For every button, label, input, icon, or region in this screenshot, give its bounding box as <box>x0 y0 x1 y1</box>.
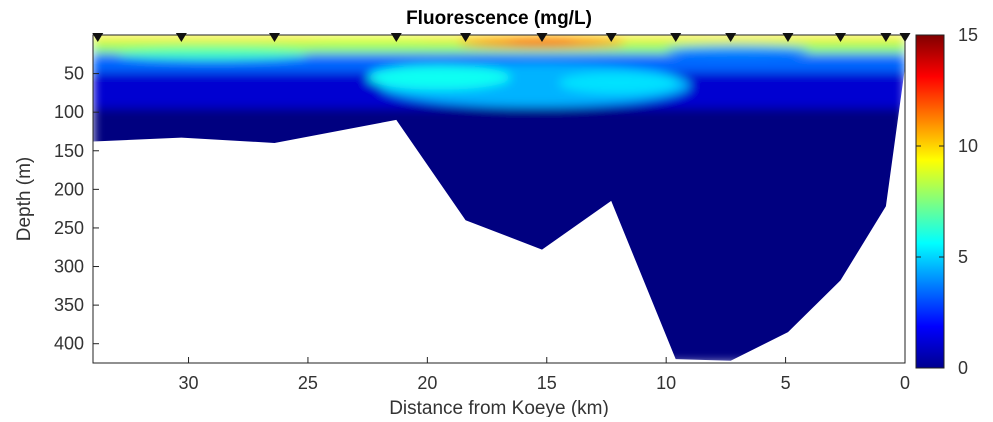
plot-frame <box>92 34 906 364</box>
field-east-patch <box>666 45 810 56</box>
station-marker <box>536 33 548 42</box>
station-markers <box>92 33 911 42</box>
station-marker <box>835 33 847 42</box>
chart-title: Fluorescence (mg/L) <box>406 8 592 29</box>
colorbar: 0 5 10 15 <box>915 25 978 378</box>
field-tongue-east <box>558 72 679 94</box>
station-marker <box>725 33 737 42</box>
station-marker <box>269 33 281 42</box>
field-west-patch <box>116 48 308 60</box>
x-tick-label: 15 <box>537 373 557 393</box>
y-tick-label: 200 <box>54 179 84 199</box>
station-marker <box>605 33 617 42</box>
x-tick-label: 0 <box>900 373 910 393</box>
y-tick-label: 100 <box>54 102 84 122</box>
station-marker <box>880 33 892 42</box>
station-marker <box>670 33 682 42</box>
y-tick-label: 250 <box>54 218 84 238</box>
field-surface-layer <box>93 35 905 42</box>
y-tick-label: 50 <box>64 64 84 84</box>
x-axis-label: Distance from Koeye (km) <box>389 398 609 417</box>
x-tick-label: 25 <box>298 373 318 393</box>
y-tick-label: 150 <box>54 141 84 161</box>
x-tick-label: 10 <box>656 373 676 393</box>
colorbar-tick-label: 5 <box>958 247 968 267</box>
x-tick-label: 5 <box>781 373 791 393</box>
x-tick-label: 20 <box>417 373 437 393</box>
seafloor-mask <box>93 67 905 363</box>
y-axis: 50 100 150 200 250 300 350 400 <box>54 64 99 354</box>
colorbar-tick-label: 0 <box>958 358 968 378</box>
colorbar-tick-label: 15 <box>958 25 978 45</box>
station-marker <box>782 33 794 42</box>
x-tick-label: 30 <box>179 373 199 393</box>
y-tick-label: 400 <box>54 334 84 354</box>
station-marker <box>899 33 911 42</box>
colorbar-scale <box>915 34 945 369</box>
field-surface-patch <box>307 35 428 42</box>
station-marker <box>390 33 402 42</box>
x-axis: 30 25 20 15 10 5 0 <box>179 357 910 393</box>
y-tick-label: 300 <box>54 257 84 277</box>
plot-area <box>93 35 905 363</box>
field-tongue-core <box>367 65 511 90</box>
colorbar-tick-label: 10 <box>958 136 978 156</box>
y-axis-label: Depth (m) <box>14 157 35 241</box>
station-marker <box>175 33 187 42</box>
station-marker <box>92 33 104 42</box>
y-tick-label: 350 <box>54 295 84 315</box>
station-marker <box>460 33 472 42</box>
